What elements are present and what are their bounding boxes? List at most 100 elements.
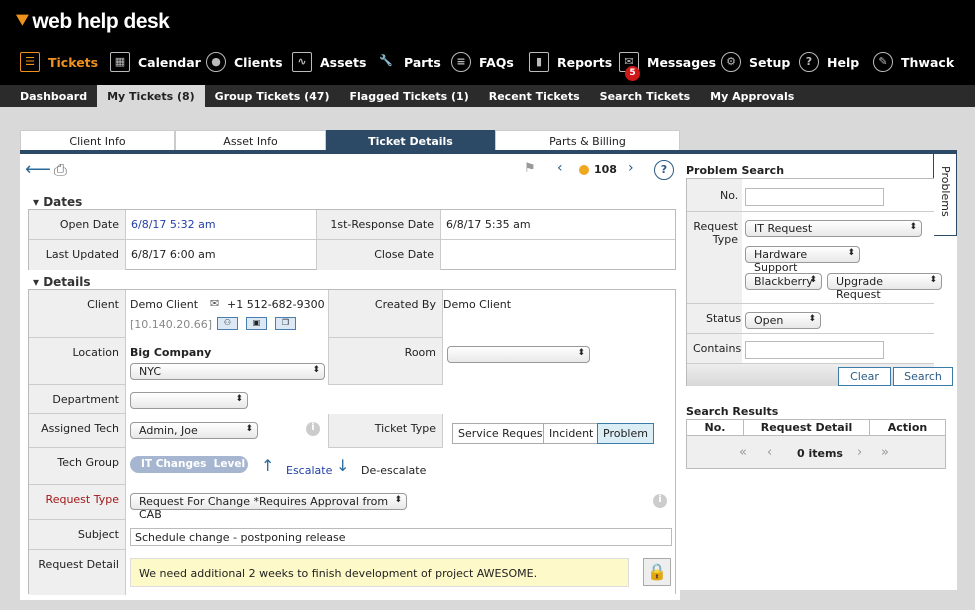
calendar-icon: ▦ [110,52,130,72]
sub-navigation: Dashboard My Tickets (8) Group Tickets (… [0,85,975,107]
back-arrow-icon[interactable]: ⟵ [25,159,51,180]
department-select[interactable] [130,392,248,409]
subnav-dashboard[interactable]: Dashboard [20,90,88,103]
column-action[interactable]: Action [887,421,928,434]
nav-parts[interactable]: 🔧 Parts [376,52,441,72]
info-icon[interactable]: i [306,422,320,436]
assigned-tech-select[interactable]: Admin, Joe [130,422,258,439]
nav-faqs[interactable]: ≡ FAQs [451,52,514,72]
tab-client-info[interactable]: Client Info [20,130,175,151]
ticket-type-service-request[interactable]: Service Request [452,423,553,444]
print-icon[interactable]: ⎙ [54,160,67,179]
remote-desktop-icon[interactable]: ▣ [246,317,267,330]
assigned-tech-label: Assigned Tech [29,414,126,448]
close-date-value [441,240,675,270]
deescalate-arrow-icon[interactable]: ↓ [336,456,350,475]
client-ip: [10.140.20.66] [130,318,213,331]
last-page-icon[interactable]: » [881,445,889,460]
tab-ticket-details[interactable]: Ticket Details [326,130,495,151]
contains-input[interactable] [745,341,884,359]
open-date-label: Open Date [29,210,126,240]
column-no[interactable]: No. [687,420,744,435]
ticket-tabs: Client Info Asset Info Ticket Details Pa… [20,130,680,151]
request-detail-text[interactable]: We need additional 2 weeks to finish dev… [130,558,629,587]
info-icon[interactable]: i [653,494,667,508]
location-select[interactable]: NYC [130,363,325,380]
nav-tickets[interactable]: ☰ Tickets [20,52,98,72]
nav-clients[interactable]: ● Clients [206,52,283,72]
collapse-icon: ▾ [33,195,44,209]
subnav-my-approvals[interactable]: My Approvals [710,90,795,103]
room-select[interactable] [447,346,590,363]
deescalate-link[interactable]: De-escalate [361,464,427,477]
envelope-icon: ✉ 5 [619,52,640,81]
tab-asset-info[interactable]: Asset Info [175,130,326,151]
ticket-type-problem[interactable]: Problem [597,423,654,444]
lock-icon[interactable]: 🔒 [643,558,671,586]
escalate-link[interactable]: Escalate [286,464,333,477]
remote-control-icon[interactable]: ⚇ [217,317,238,330]
first-page-icon[interactable]: « [739,445,747,460]
search-button[interactable]: Search [893,367,953,386]
list-icon: ☰ [20,52,40,72]
close-date-label: Close Date [317,240,441,270]
screen-share-icon[interactable]: ❐ [275,317,296,330]
nav-calendar[interactable]: ▦ Calendar [110,52,201,72]
nav-reports[interactable]: ▮ Reports [529,52,612,72]
request-type-select-3[interactable]: Blackberry [745,273,822,290]
column-request-detail[interactable]: Request Detail [744,420,870,435]
nav-messages[interactable]: ✉ 5 Messages [619,52,716,81]
dates-table: Open Date 6/8/17 5:32 am 1st-Response Da… [28,209,676,270]
location-label: Location [29,338,126,385]
subnav-group-tickets[interactable]: Group Tickets (47) [214,90,330,103]
tab-underline [20,150,957,154]
envelope-icon[interactable]: ✉ [210,297,220,310]
tab-parts-billing[interactable]: Parts & Billing [495,130,680,151]
request-type-select-4[interactable]: Upgrade Request [827,273,942,301]
client-name[interactable]: Demo Client [130,298,199,311]
dates-section-header[interactable]: ▾ Dates [33,195,83,209]
request-type-label: Request Type [693,220,738,246]
ticket-type-incident[interactable]: Incident [543,423,600,444]
logo-icon: ⯆ [14,10,31,33]
tech-group-pill: IT Changes Level 1 [130,456,256,473]
last-updated-label: Last Updated [29,240,126,270]
nav-setup[interactable]: ⚙ Setup [721,52,790,72]
last-updated-value: 6/8/17 6:00 am [126,240,317,270]
result-count: 0 items [797,447,843,460]
subnav-my-tickets[interactable]: My Tickets (8) [97,85,205,107]
previous-ticket-icon[interactable]: ‹ [557,160,563,176]
nav-help[interactable]: ? Help [799,52,859,72]
logo[interactable]: ⯆web help desk [14,10,170,33]
next-page-icon[interactable]: › [857,445,863,460]
no-label: No. [720,189,739,202]
question-icon: ? [799,52,819,72]
details-section-header[interactable]: ▾ Details [33,275,91,289]
escalate-arrow-icon[interactable]: ↑ [261,456,275,475]
previous-page-icon[interactable]: ‹ [767,445,773,460]
first-response-value: 6/8/17 5:35 am [441,210,675,240]
subject-input[interactable]: Schedule change - postponing release [130,528,672,546]
wrench-icon: 🔧 [379,54,393,67]
problems-side-tab[interactable]: Problems [933,154,957,236]
gear-icon: ⚙ [721,52,741,72]
subnav-search-tickets[interactable]: Search Tickets [599,90,691,103]
subnav-flagged-tickets[interactable]: Flagged Tickets (1) [349,90,469,103]
request-type-label: Request Type [29,485,126,520]
next-ticket-icon[interactable]: › [628,160,634,176]
no-input[interactable] [745,188,884,206]
client-label: Client [29,290,126,338]
status-dot-icon [579,165,589,175]
nav-thwack[interactable]: ✎ Thwack [873,52,954,72]
request-type-select-2[interactable]: Hardware Support [745,246,860,274]
request-type-select[interactable]: Request For Change *Requires Approval fr… [130,493,407,521]
created-by-label: Created By [328,290,443,338]
nav-assets[interactable]: ∿ Assets [292,52,366,72]
status-select[interactable]: Open [745,312,821,329]
request-type-select-1[interactable]: IT Request [745,220,922,237]
subject-label: Subject [29,520,126,550]
clear-button[interactable]: Clear [838,367,891,386]
help-icon[interactable]: ? [654,160,674,180]
subnav-recent-tickets[interactable]: Recent Tickets [488,90,580,103]
flag-icon[interactable]: ⚑ [524,161,536,176]
